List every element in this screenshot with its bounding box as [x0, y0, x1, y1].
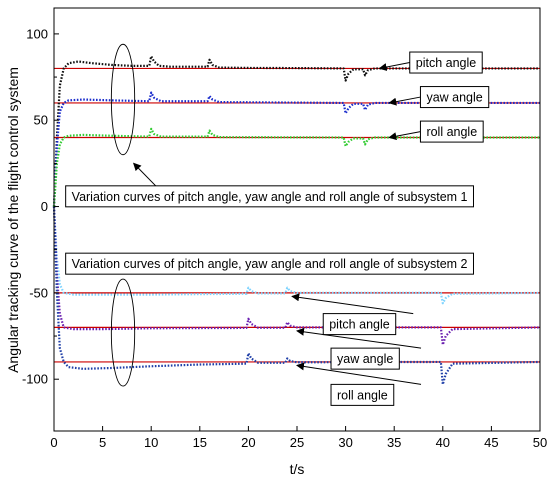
x-tick-label: 35 [387, 435, 401, 450]
tracked-curve-yaw2 [52, 206, 541, 346]
y-axis-title: Angular tracking curve of the flight con… [5, 67, 21, 373]
tracked-curve-roll1 [52, 127, 540, 207]
x-tick-label: 30 [338, 435, 352, 450]
highlight-ellipse-group1 [110, 43, 136, 156]
x-tick-label: 50 [533, 435, 547, 450]
x-tick-label: 45 [484, 435, 498, 450]
annotation-label: Variation curves of pitch angle, yaw ang… [72, 257, 468, 271]
tracked-curve-roll2 [52, 206, 541, 386]
y-tick-label: 50 [34, 113, 48, 128]
annotation-yaw2: yaw angle [296, 327, 422, 370]
annotation-arrow [291, 293, 414, 315]
annotation-box [330, 383, 395, 406]
x-tick-label: 15 [193, 435, 207, 450]
annotation-label: yaw angle [426, 91, 482, 105]
x-tick-label: 20 [241, 435, 255, 450]
annotation-arrow [388, 96, 421, 106]
annotation-label: roll angle [426, 125, 477, 139]
x-tick-label: 10 [144, 435, 158, 450]
annotation-label: pitch angle [416, 56, 477, 70]
annotation-arrow [133, 162, 157, 187]
y-tick-label: -100 [22, 372, 48, 387]
annotation-label: yaw angle [337, 352, 393, 366]
tracked-curve-yaw1 [52, 91, 540, 207]
annotation-label: Variation curves of pitch angle, yaw ang… [72, 190, 468, 204]
annotation-roll2: roll angle [296, 362, 422, 406]
annotation-sub1: Variation curves of pitch angle, yaw ang… [65, 162, 474, 208]
annotation-arrow [388, 131, 421, 141]
y-tick-label: 0 [41, 199, 48, 214]
tracked-curve-pitch1 [52, 55, 540, 207]
annotation-arrow [378, 62, 410, 72]
highlight-ellipse-group2 [110, 278, 136, 387]
annotation-box [322, 313, 397, 336]
annotation-pitch1: pitch angle [378, 51, 483, 74]
annotation-label: pitch angle [329, 318, 390, 332]
annotation-yaw1: yaw angle [388, 86, 490, 109]
plot-background [54, 8, 540, 431]
annotation-sub2: Variation curves of pitch angle, yaw ang… [65, 252, 474, 275]
y-tick-label: 100 [26, 26, 48, 41]
x-tick-label: 25 [290, 435, 304, 450]
y-tick-label: -50 [29, 285, 48, 300]
x-tick-label: 5 [99, 435, 106, 450]
annotation-roll1: roll angle [388, 120, 484, 143]
x-tick-label: 40 [436, 435, 450, 450]
x-tick-label: 0 [50, 435, 57, 450]
annotation-box [65, 185, 474, 208]
annotation-arrow [296, 327, 422, 349]
annotation-label: roll angle [337, 388, 388, 402]
annotation-box [330, 347, 400, 370]
annotation-pitch2: pitch angle [291, 293, 414, 336]
x-axis-title: t/s [290, 461, 305, 477]
annotation-arrow [296, 362, 422, 385]
annotation-box [65, 252, 474, 275]
